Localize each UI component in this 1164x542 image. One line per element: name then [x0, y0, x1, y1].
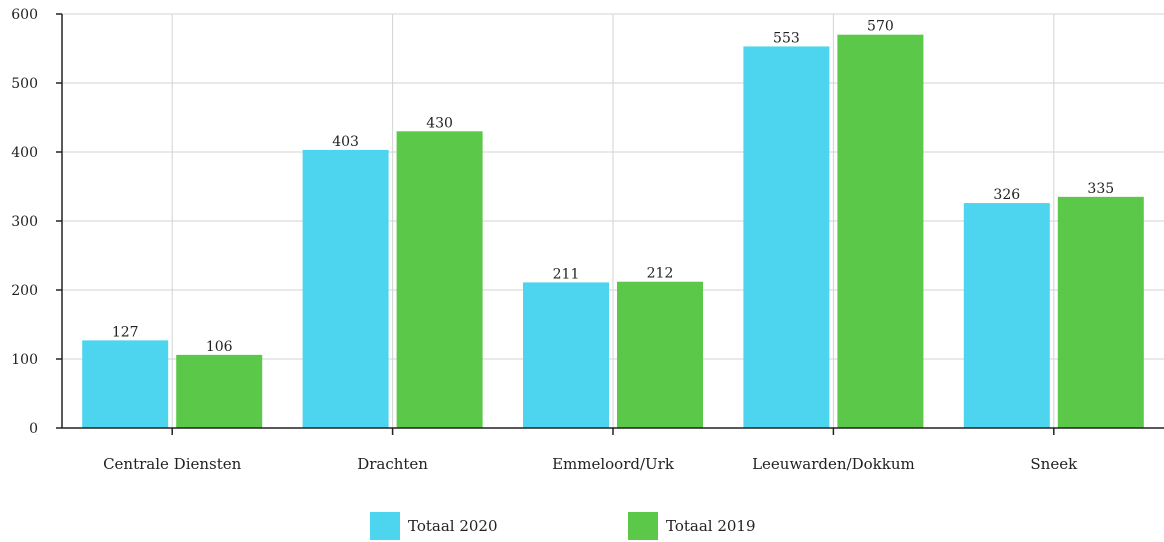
bar — [743, 46, 830, 429]
legend-item-series-2: Totaal 2019 — [628, 512, 756, 540]
y-tick-label: 300 — [11, 214, 38, 230]
legend-item-series-1: Totaal 2020 — [370, 512, 498, 540]
x-tick-label: Centrale Diensten — [103, 455, 242, 473]
bar — [302, 149, 389, 428]
data-label: 570 — [867, 19, 894, 35]
bar — [617, 281, 703, 428]
bar — [1057, 196, 1144, 428]
y-tick-label: 100 — [11, 352, 38, 368]
x-tick-label: Drachten — [357, 455, 428, 473]
legend-label-series-2: Totaal 2019 — [666, 517, 756, 535]
y-tick-label: 400 — [11, 145, 38, 161]
y-tick-label: 200 — [11, 283, 38, 299]
bar — [523, 282, 609, 428]
data-label: 335 — [1087, 181, 1114, 197]
legend-swatch-series-2 — [628, 512, 658, 540]
bar — [963, 203, 1050, 428]
legend-swatch-series-1 — [370, 512, 400, 540]
data-label: 326 — [993, 187, 1020, 203]
x-tick-label: Leeuwarden/Dokkum — [752, 455, 915, 473]
bar — [837, 34, 924, 428]
y-tick-label: 600 — [11, 7, 38, 23]
data-label: 212 — [647, 266, 674, 282]
bar — [396, 131, 483, 429]
data-label: 211 — [553, 266, 580, 282]
bar — [176, 354, 263, 428]
data-label: 403 — [332, 134, 359, 150]
data-label: 430 — [426, 115, 453, 131]
x-tick-label: Emmeloord/Urk — [552, 455, 675, 473]
data-label: 127 — [112, 324, 139, 340]
legend: Totaal 2020 Totaal 2019 — [0, 512, 1164, 542]
bar — [82, 340, 169, 428]
legend-label-series-1: Totaal 2020 — [408, 517, 498, 535]
x-tick-label: Sneek — [1030, 455, 1078, 473]
data-label: 106 — [206, 339, 233, 355]
data-label: 553 — [773, 30, 800, 46]
bar-chart: 0 100 200 300 400 500 600 127 403 211 553 326 106 430… — [11, 7, 1164, 473]
y-tick-label: 0 — [29, 421, 38, 437]
y-tick-label: 500 — [11, 76, 38, 92]
